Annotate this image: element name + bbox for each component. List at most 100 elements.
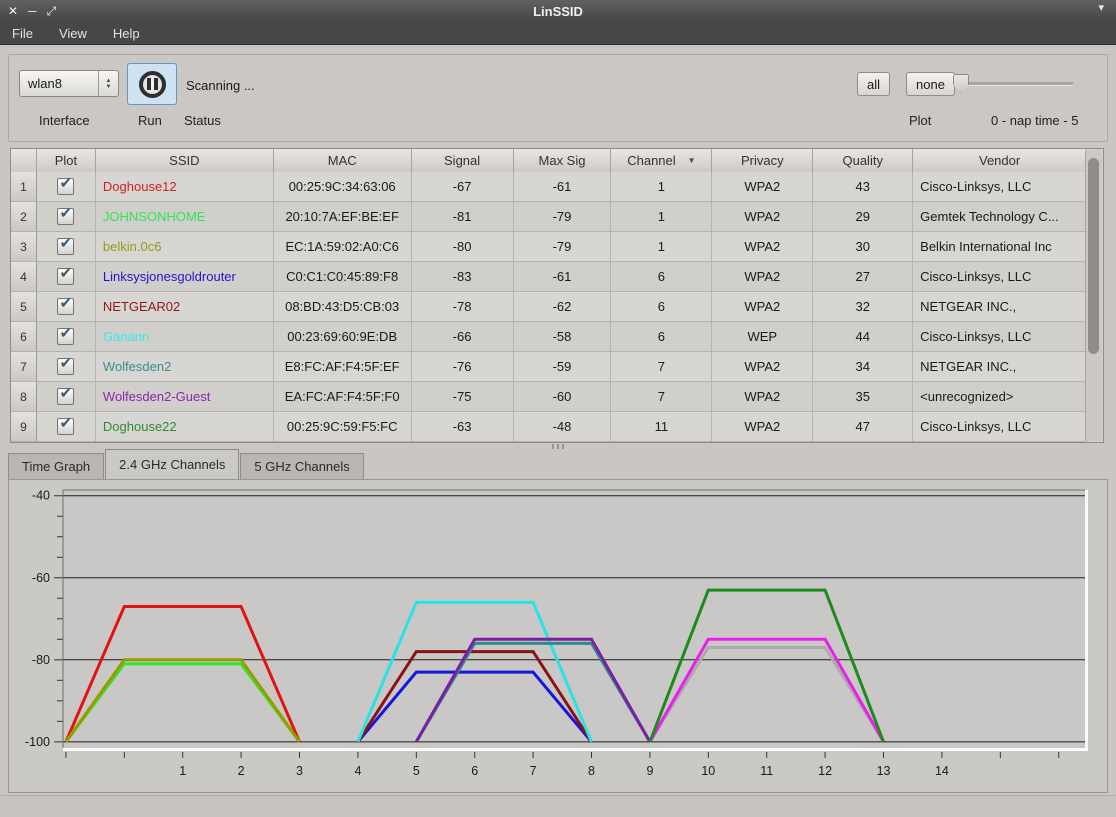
tab-5ghz-channels[interactable]: 5 GHz Channels bbox=[240, 453, 364, 479]
cell-signal: -81 bbox=[411, 202, 514, 232]
cell-channel: 11 bbox=[611, 412, 713, 442]
series-netgear02 bbox=[356, 650, 593, 743]
plot-checkbox[interactable] bbox=[57, 324, 75, 345]
plot-frame-right bbox=[1085, 490, 1088, 751]
plot-checkbox[interactable] bbox=[57, 354, 75, 375]
column-header-channel[interactable]: Channel ▼ bbox=[611, 149, 713, 172]
minimize-icon[interactable]: ─ bbox=[28, 4, 37, 18]
table-row[interactable]: 7Wolfesden2E8:FC:AF:F4:5F:EF-76-597WPA23… bbox=[11, 352, 1087, 382]
menu-bar: File View Help bbox=[0, 22, 1116, 45]
cell-signal: -75 bbox=[411, 382, 514, 412]
cell-max-sig: -58 bbox=[513, 322, 612, 352]
cell-max-sig: -62 bbox=[513, 292, 612, 322]
network-table: Plot SSID MAC Signal Max Sig Channel ▼ Privacy Q… bbox=[10, 148, 1104, 443]
splitter-handle[interactable] bbox=[543, 444, 573, 449]
cell-signal: -80 bbox=[411, 232, 514, 262]
cell-plot bbox=[36, 262, 96, 292]
cell-privacy: WPA2 bbox=[712, 232, 814, 262]
column-header-quality[interactable]: Quality bbox=[813, 149, 914, 172]
column-header-signal[interactable]: Signal bbox=[412, 149, 514, 172]
cell-mac: 00:25:9C:34:63:06 bbox=[273, 172, 412, 202]
x-tick-label: 4 bbox=[354, 764, 361, 778]
plot-checkbox[interactable] bbox=[57, 414, 75, 435]
table-row[interactable]: 9 Doghouse2200:25:9C:59:F5:FC-63-4811WPA2… bbox=[11, 412, 1087, 442]
cell-ssid: Linksysjonesgoldrouter bbox=[95, 262, 274, 292]
table-row[interactable]: 1Doghouse1200:25:9C:34:63:06-67-611WPA24… bbox=[11, 172, 1087, 202]
cell-ssid: belkin.0c6 bbox=[95, 232, 274, 262]
cell-privacy: WPA2 bbox=[712, 382, 814, 412]
cell-quality: 32 bbox=[813, 292, 914, 322]
cell-plot bbox=[36, 232, 96, 262]
select-none-button[interactable]: none bbox=[906, 72, 955, 96]
window-shade-arrow-icon[interactable]: ▾ bbox=[1098, 2, 1104, 14]
series-linksysjonesgoldrouter bbox=[356, 670, 593, 743]
cell-ssid: Doghouse22 bbox=[95, 412, 274, 442]
title-bar[interactable]: ✕ ─ ⤢ LinSSID ▾ bbox=[0, 0, 1116, 22]
cell-privacy: WPA2 bbox=[712, 352, 814, 382]
cell-vendor: Gemtek Technology C... bbox=[913, 202, 1087, 232]
table-row[interactable]: 2 JOHNSONHOME20:10:7A:EF:BE:EF-81-791WPA2… bbox=[11, 202, 1087, 232]
close-icon[interactable]: ✕ bbox=[8, 4, 19, 18]
cell-mac: 00:25:9C:59:F5:FC bbox=[273, 412, 412, 442]
interface-select[interactable]: wlan8 ▲ ▼ bbox=[19, 70, 119, 97]
cell-vendor: Cisco-Linksys, LLC bbox=[913, 172, 1087, 202]
column-header-vendor[interactable]: Vendor bbox=[913, 149, 1088, 172]
sort-descending-icon: ▼ bbox=[687, 156, 696, 165]
row-number: 8 bbox=[11, 382, 37, 412]
table-row[interactable]: 5 NETGEAR0208:BD:43:D5:CB:03-78-626WPA232… bbox=[11, 292, 1087, 322]
tab-time-graph[interactable]: Time Graph bbox=[8, 453, 105, 479]
plot-checkbox[interactable] bbox=[57, 294, 75, 315]
select-all-button[interactable]: all bbox=[857, 72, 891, 96]
column-header-plot[interactable]: Plot bbox=[37, 149, 96, 172]
series-doghouse22 bbox=[648, 588, 885, 743]
plot-checkbox[interactable] bbox=[57, 204, 75, 225]
menu-view[interactable]: View bbox=[58, 25, 87, 41]
cell-channel: 1 bbox=[611, 172, 713, 202]
table-row[interactable]: 3 belkin.0c6EC:1A:59:02:A0:C6-80-791WPA23… bbox=[11, 232, 1087, 262]
column-header-privacy[interactable]: Privacy bbox=[712, 149, 814, 172]
plot-checkbox[interactable] bbox=[57, 174, 75, 195]
column-header-max-sig[interactable]: Max Sig bbox=[514, 149, 612, 172]
x-tick-label: 12 bbox=[818, 764, 832, 778]
cell-max-sig: -79 bbox=[513, 232, 612, 262]
y-tick-label: -80 bbox=[32, 653, 50, 667]
combo-arrows-icon[interactable]: ▲ ▼ bbox=[98, 71, 118, 96]
menu-help[interactable]: Help bbox=[112, 25, 140, 41]
plot-checkbox[interactable] bbox=[57, 234, 75, 255]
slider-track[interactable] bbox=[967, 82, 1073, 86]
table-row[interactable]: 8 Wolfesden2-GuestEA:FC:AF:F4:5F:F0-75-60… bbox=[11, 382, 1087, 412]
cell-quality: 43 bbox=[813, 172, 914, 202]
plot-checkbox[interactable] bbox=[57, 264, 75, 285]
table-row[interactable]: 4 LinksysjonesgoldrouterC0:C1:C0:45:89:F8… bbox=[11, 262, 1087, 292]
y-tick-label: -100 bbox=[25, 735, 50, 749]
row-number: 5 bbox=[11, 292, 37, 322]
column-header-mac[interactable]: MAC bbox=[274, 149, 412, 172]
tab-24ghz-channels[interactable]: 2.4 GHz Channels bbox=[105, 449, 240, 479]
run-button[interactable] bbox=[127, 63, 177, 105]
cell-channel: 6 bbox=[611, 262, 713, 292]
interface-value: wlan8 bbox=[28, 76, 62, 91]
cell-mac: EA:FC:AF:F4:5F:F0 bbox=[273, 382, 412, 412]
cell-plot bbox=[36, 352, 96, 382]
menu-file[interactable]: File bbox=[12, 25, 33, 41]
cell-vendor: <unrecognized> bbox=[913, 382, 1087, 412]
cell-plot bbox=[36, 202, 96, 232]
nap-time-slider[interactable] bbox=[953, 73, 1073, 95]
table-row[interactable]: 6Ganann00:23:69:60:9E:DB-66-586WEP44Cisc… bbox=[11, 322, 1087, 352]
row-number: 7 bbox=[11, 352, 37, 382]
slider-handle[interactable] bbox=[953, 74, 969, 93]
scrollbar-thumb[interactable] bbox=[1088, 158, 1099, 354]
plot-checkbox[interactable] bbox=[57, 384, 75, 405]
series-wolfesden2-guest bbox=[414, 637, 652, 743]
x-tick-label: 7 bbox=[530, 764, 537, 778]
series-unknown-8 bbox=[648, 646, 885, 743]
cell-privacy: WPA2 bbox=[712, 262, 814, 292]
table-scrollbar[interactable] bbox=[1085, 150, 1102, 441]
cell-channel: 1 bbox=[611, 232, 713, 262]
maximize-icon[interactable]: ⤢ bbox=[46, 4, 57, 18]
status-bar bbox=[0, 795, 1116, 817]
column-header-ssid[interactable]: SSID bbox=[96, 149, 274, 172]
cell-max-sig: -61 bbox=[513, 262, 612, 292]
